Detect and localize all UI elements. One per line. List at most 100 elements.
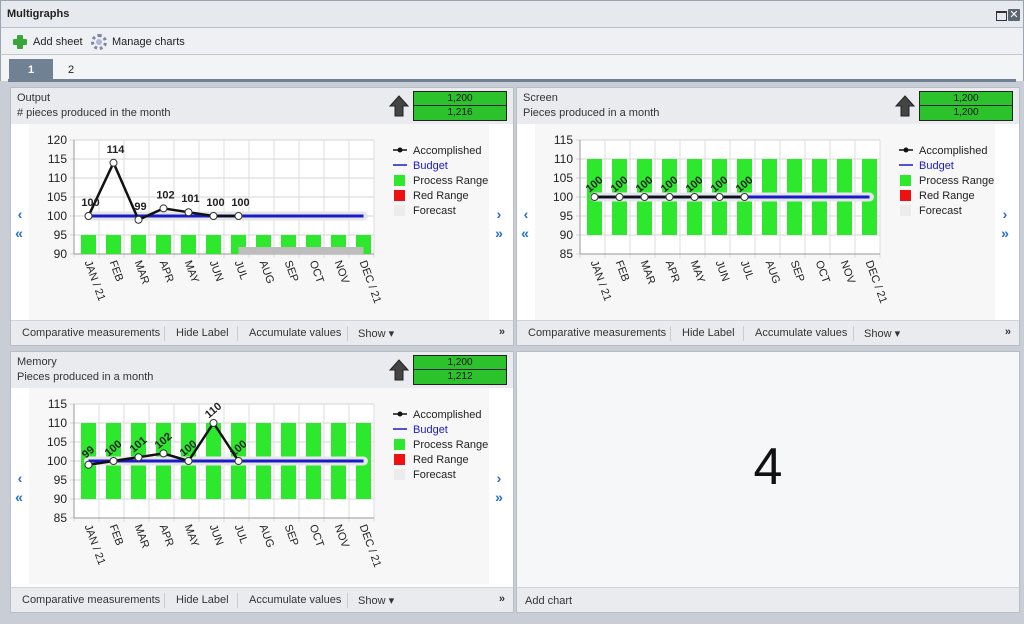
legend-swatch <box>394 175 405 186</box>
slot-number: 4 <box>753 438 783 496</box>
comparative-measurements-link[interactable]: Comparative measurements <box>22 327 161 339</box>
data-label: 114 <box>107 144 126 156</box>
actual-value: 1,200 <box>953 107 979 118</box>
legend-label: Red Range <box>413 454 469 466</box>
accumulate-values-link[interactable]: Accumulate values <box>249 327 342 339</box>
add-sheet-button[interactable]: Add sheet <box>12 34 83 50</box>
show-menu[interactable]: Show ▾ <box>358 595 395 607</box>
x-tick-label: JUN <box>713 259 732 283</box>
x-tick-label: OCT <box>307 259 326 285</box>
legend-swatch <box>397 411 403 417</box>
window-titlebar: Multigraphs ✕ <box>0 0 1024 28</box>
footer-divider <box>853 326 854 341</box>
tab-sheet-1[interactable]: 1 <box>9 59 53 81</box>
actual-value: 1,216 <box>447 107 473 118</box>
legend-swatch <box>900 175 911 186</box>
manage-charts-button[interactable]: Manage charts <box>91 34 185 50</box>
x-tick-label: AUG <box>257 523 276 550</box>
process-range-bar <box>131 235 146 254</box>
gear-icon <box>91 34 107 50</box>
close-window-button[interactable]: ✕ <box>1008 9 1020 21</box>
next-period-icon[interactable]: › <box>496 206 502 222</box>
y-tick-label: 105 <box>47 190 67 204</box>
previous-period-icon[interactable]: ‹ <box>17 470 23 486</box>
data-point <box>615 193 624 201</box>
previous-year-icon[interactable]: « <box>521 225 529 241</box>
hide-label-link[interactable]: Hide Label <box>176 594 229 606</box>
y-tick-label: 120 <box>47 133 67 147</box>
panel-header: Screen Pieces produced in a month 1,200 … <box>517 88 1019 124</box>
accumulate-values-link[interactable]: Accumulate values <box>249 594 342 606</box>
panel-title: Screen <box>523 92 558 104</box>
panel-footer: Comparative measurements Hide Label Accu… <box>11 320 513 345</box>
data-label: 100 <box>206 197 224 209</box>
tab-sheet-2[interactable]: 2 <box>67 64 75 76</box>
hide-label-link[interactable]: Hide Label <box>176 327 229 339</box>
next-period-icon[interactable]: › <box>1002 206 1008 222</box>
footer-divider <box>347 593 348 608</box>
data-label: 100 <box>231 197 249 209</box>
legend-swatch <box>394 190 405 201</box>
add-chart-link[interactable]: Add chart <box>525 595 573 607</box>
show-menu[interactable]: Show ▾ <box>358 328 395 340</box>
panel-subtitle: Pieces produced in a month <box>17 371 154 383</box>
goal-box: 1,200 1,200 <box>919 91 1013 121</box>
data-point <box>134 453 143 462</box>
footer-divider <box>237 593 238 608</box>
y-tick-label: 110 <box>48 171 67 185</box>
legend-swatch <box>903 147 909 153</box>
next-year-icon[interactable]: » <box>495 489 503 505</box>
y-tick-label: 105 <box>553 171 573 185</box>
next-period-icon[interactable]: › <box>496 470 502 486</box>
legend-label: Budget <box>413 160 448 172</box>
previous-year-icon[interactable]: « <box>15 489 23 505</box>
previous-period-icon[interactable]: ‹ <box>523 206 529 222</box>
data-label: 100 <box>81 197 99 209</box>
chart-panel-screen: Screen Pieces produced in a month 1,200 … <box>516 87 1020 346</box>
data-point <box>184 457 193 465</box>
x-tick-label: SEP <box>788 259 807 284</box>
legend-label: Forecast <box>413 205 456 217</box>
y-tick-label: 85 <box>54 511 68 525</box>
goal-value: 1,200 <box>414 92 506 106</box>
previous-period-icon[interactable]: ‹ <box>17 206 23 222</box>
legend-swatch <box>397 147 403 153</box>
legend-swatch <box>900 190 911 201</box>
data-point <box>209 419 218 427</box>
y-tick-label: 115 <box>554 133 573 147</box>
x-tick-label: MAY <box>182 259 201 285</box>
manage-charts-label: Manage charts <box>112 36 185 48</box>
restore-window-icon[interactable] <box>995 9 1007 21</box>
data-point <box>234 457 243 465</box>
more-options-icon[interactable]: » <box>1004 326 1011 338</box>
x-tick-label: DEC / 21 <box>357 523 384 569</box>
comparative-measurements-link[interactable]: Comparative measurements <box>22 594 161 606</box>
show-menu[interactable]: Show ▾ <box>864 328 901 340</box>
more-options-icon[interactable]: » <box>498 593 505 605</box>
data-point <box>740 193 749 201</box>
y-tick-label: 90 <box>560 228 574 242</box>
previous-year-icon[interactable]: « <box>15 225 23 241</box>
x-tick-label: DEC / 21 <box>357 259 384 305</box>
legend-label: Accomplished <box>919 145 987 157</box>
footer-divider <box>670 326 671 341</box>
x-tick-label: JAN / 21 <box>588 259 614 303</box>
trend-up-arrow-icon <box>895 95 915 117</box>
next-year-icon[interactable]: » <box>1001 225 1009 241</box>
next-year-icon[interactable]: » <box>495 225 503 241</box>
x-tick-label: SEP <box>282 259 301 284</box>
legend-label: Forecast <box>413 469 456 481</box>
panel-header: Output # pieces produced in the month 1,… <box>11 88 513 124</box>
accumulate-values-link[interactable]: Accumulate values <box>755 327 848 339</box>
footer-divider <box>237 326 238 341</box>
more-options-icon[interactable]: » <box>498 326 505 338</box>
toolbar: Add sheet Manage charts <box>0 28 1024 55</box>
x-tick-label: MAR <box>132 523 152 550</box>
data-point <box>690 193 699 201</box>
x-tick-label: JUN <box>207 523 226 547</box>
comparative-measurements-link[interactable]: Comparative measurements <box>528 327 667 339</box>
hide-label-link[interactable]: Hide Label <box>682 327 735 339</box>
x-tick-label: MAR <box>638 259 658 286</box>
y-tick-label: 90 <box>54 492 68 506</box>
